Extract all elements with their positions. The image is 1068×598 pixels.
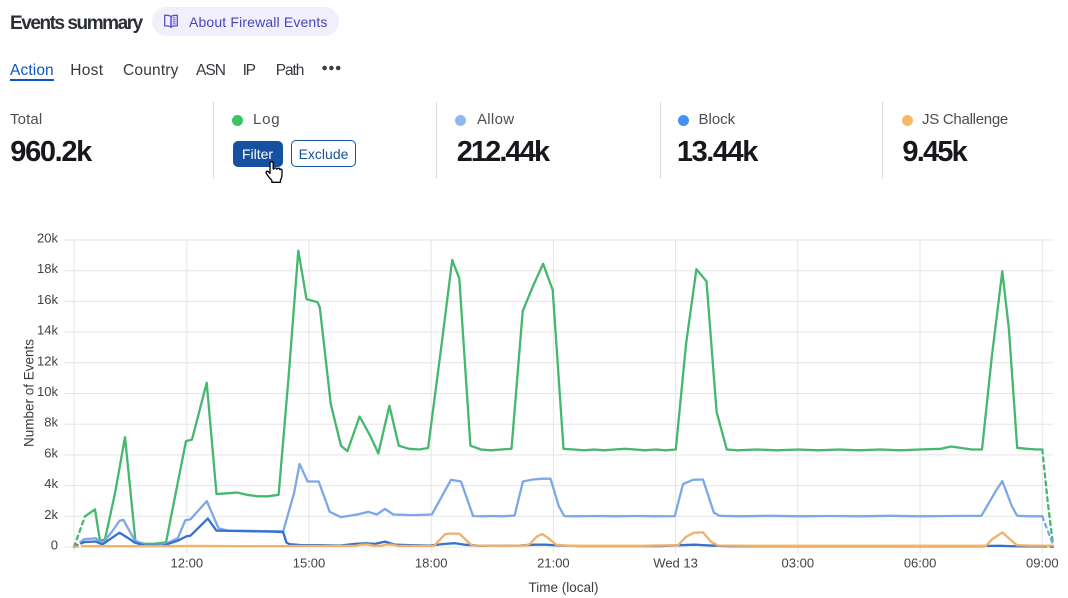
svg-text:20k: 20k	[37, 231, 58, 246]
svg-text:10k: 10k	[37, 384, 58, 399]
svg-text:Wed 13: Wed 13	[653, 556, 698, 571]
svg-text:Number of Events: Number of Events	[22, 339, 37, 447]
svg-text:14k: 14k	[37, 323, 58, 338]
svg-text:6k: 6k	[44, 445, 58, 460]
svg-text:4k: 4k	[44, 476, 58, 491]
svg-text:03:00: 03:00	[782, 556, 815, 571]
svg-text:16k: 16k	[37, 292, 58, 307]
svg-text:18k: 18k	[37, 261, 58, 276]
svg-text:15:00: 15:00	[293, 556, 326, 571]
svg-text:12k: 12k	[37, 353, 58, 368]
svg-text:0: 0	[51, 538, 58, 553]
svg-text:06:00: 06:00	[904, 556, 937, 571]
svg-text:18:00: 18:00	[415, 556, 448, 571]
svg-text:Time (local): Time (local)	[528, 580, 598, 595]
svg-text:2k: 2k	[44, 507, 58, 522]
svg-text:21:00: 21:00	[537, 556, 570, 571]
svg-text:12:00: 12:00	[171, 556, 204, 571]
svg-text:8k: 8k	[44, 415, 58, 430]
svg-text:09:00: 09:00	[1026, 556, 1059, 571]
